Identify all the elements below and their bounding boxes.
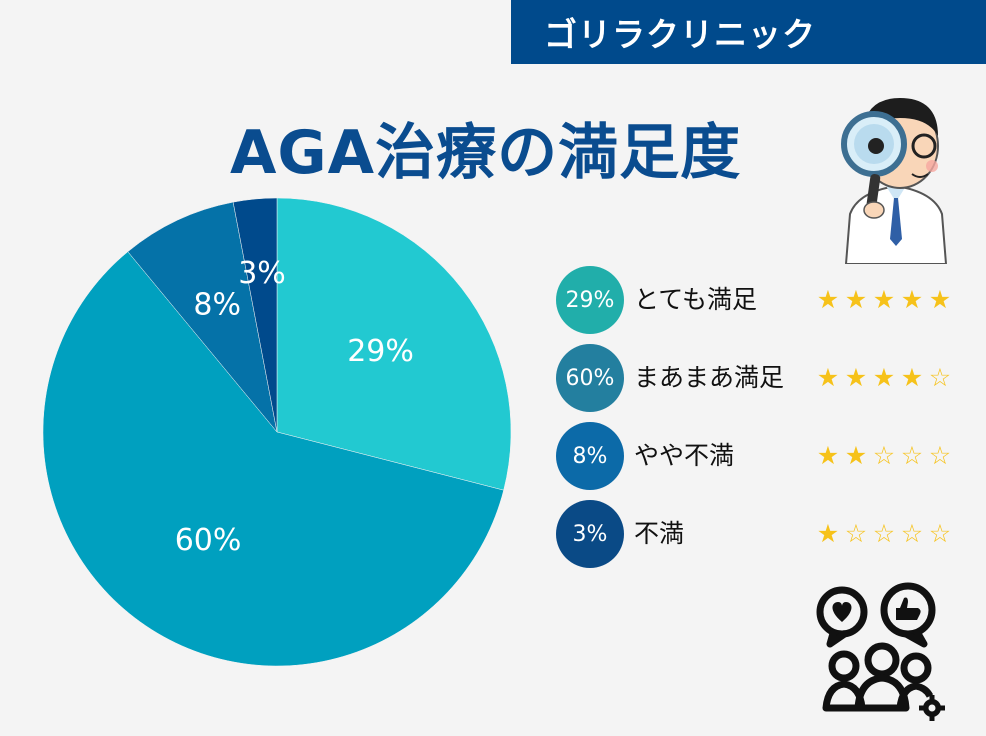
brand-banner: ゴリラクリニック	[511, 0, 986, 64]
star-empty-icon: ☆	[928, 519, 952, 548]
star-filled-icon: ★	[816, 363, 840, 392]
legend-percent-badge: 8%	[556, 422, 624, 490]
legend-label: とても満足	[634, 285, 758, 314]
star-empty-icon: ☆	[928, 363, 952, 392]
legend-percent-badge: 60%	[556, 344, 624, 412]
star-rating: ★ ☆ ☆ ☆ ☆	[814, 500, 954, 568]
chart-title: AGA治療の満足度	[230, 118, 742, 188]
star-empty-icon: ☆	[900, 441, 924, 470]
legend-item: 60% まあまあ満足 ★ ★ ★ ★ ☆	[556, 344, 976, 412]
star-filled-icon: ★	[816, 441, 840, 470]
star-filled-icon: ★	[872, 363, 896, 392]
star-filled-icon: ★	[928, 285, 952, 314]
pie-slice	[42, 251, 504, 667]
legend-label: やや不満	[634, 441, 735, 470]
legend-label: 不満	[634, 519, 685, 548]
legend-percent-badge: 3%	[556, 500, 624, 568]
slice-data-label: 8%	[193, 287, 241, 322]
pie-slice	[127, 201, 278, 433]
star-empty-icon: ☆	[900, 519, 924, 548]
star-empty-icon: ☆	[928, 441, 952, 470]
slice-data-label: 3%	[238, 256, 286, 291]
legend-item: 3% 不満 ★ ☆ ☆ ☆ ☆	[556, 500, 976, 568]
star-empty-icon: ☆	[844, 519, 868, 548]
star-filled-icon: ★	[900, 363, 924, 392]
people-feedback-icon	[816, 582, 945, 721]
doctor-magnifier-icon	[841, 98, 948, 264]
star-rating: ★ ★ ★ ★ ★	[814, 266, 954, 334]
legend-item: 29% とても満足 ★ ★ ★ ★ ★	[556, 266, 976, 334]
star-filled-icon: ★	[816, 519, 840, 548]
pie-chart: 29% 60% 8%3%	[42, 197, 512, 667]
pie-slice	[276, 197, 512, 491]
star-filled-icon: ★	[872, 285, 896, 314]
star-filled-icon: ★	[816, 285, 840, 314]
pie-slice	[232, 197, 278, 433]
slice-data-label: 29%	[347, 334, 414, 369]
star-rating: ★ ★ ☆ ☆ ☆	[814, 422, 954, 490]
slice-data-label: 60%	[175, 523, 242, 558]
star-filled-icon: ★	[844, 363, 868, 392]
legend-label: まあまあ満足	[634, 363, 785, 392]
star-rating: ★ ★ ★ ★ ☆	[814, 344, 954, 412]
star-filled-icon: ★	[900, 285, 924, 314]
legend-item: 8% やや不満 ★ ★ ☆ ☆ ☆	[556, 422, 976, 490]
star-filled-icon: ★	[844, 441, 868, 470]
brand-name: ゴリラクリニック	[544, 15, 816, 54]
legend-percent-badge: 29%	[556, 266, 624, 334]
star-empty-icon: ☆	[872, 441, 896, 470]
star-filled-icon: ★	[844, 285, 868, 314]
star-empty-icon: ☆	[872, 519, 896, 548]
